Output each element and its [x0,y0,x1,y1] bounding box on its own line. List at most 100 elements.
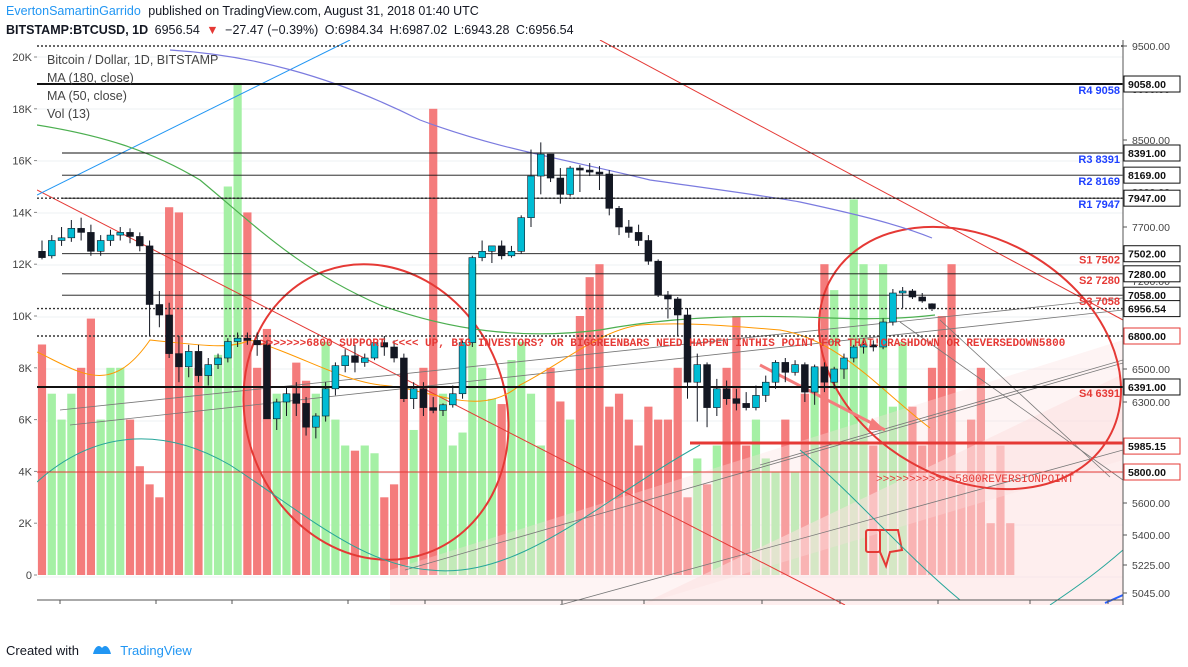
volume-bar [595,264,604,575]
volume-bar [429,108,438,576]
volume-bar [820,264,829,575]
tradingview-link[interactable]: TradingView [120,643,192,658]
volume-bar [184,367,193,575]
annotation-6800-support: >>>>>>>6800 SUPPORT <<<< UP, BIG INVESTO… [260,338,1065,350]
price-label-box [1123,327,1181,345]
candle-up [282,393,291,403]
candle-down [556,177,565,195]
price-label-box [1123,144,1181,162]
candle-down [625,226,633,233]
candle-down [400,357,408,400]
volume-bar [487,398,496,575]
candle-down [683,314,692,383]
candle-down [136,236,144,247]
candle-down [703,364,711,408]
price-label-box [1123,189,1181,207]
price-label-box [1123,245,1181,263]
candle-up [898,290,907,294]
price-label-box [1123,300,1181,318]
volume-bar [781,419,790,575]
volume-bar [86,318,96,575]
candle-down [928,303,936,309]
candle-down [820,366,829,383]
publish-info: published on TradingView.com, August 31,… [148,4,479,18]
volume-bar [155,497,164,575]
pivot-label: R2 8169 [1078,176,1120,188]
candle-down [380,342,389,348]
candle-down [497,245,506,257]
candle-up [889,292,897,323]
ohlc-high: H:6987.02 [389,23,448,37]
volume-bar [380,497,389,575]
volume-bar [878,264,888,575]
candle-down [194,351,203,376]
candle-up [507,251,516,257]
volume-bar [106,367,115,575]
candle-up [488,245,496,252]
volume-bar [937,316,946,575]
volume-bar [233,82,242,576]
volume-bar [204,367,213,575]
candle-up [840,357,848,370]
thumbs-down-icon [865,529,904,569]
price-tick: 5045.00 [1132,588,1170,600]
volume-bar [213,354,223,575]
candle-up [713,388,721,408]
volume-tick: 10K [12,311,32,323]
candle-up [850,346,858,359]
candle-up [341,355,349,366]
candle-down [722,388,731,399]
tradingview-logo-icon[interactable] [91,637,113,667]
candle-down [585,169,594,173]
last-price: 6956.54 [154,23,200,37]
price-tick: 6300.00 [1132,397,1170,409]
volume-bar [751,419,761,575]
price-tick: 7700.00 [1132,222,1170,234]
volume-bar [947,264,956,575]
volume-bar [683,497,692,575]
candle-down [165,314,173,354]
annotation-text: >>>>>>>6800 SUPPORT <<<< UP, BIG INVESTO… [260,338,1074,486]
candle-up [527,175,535,218]
candle-up [409,388,418,399]
candle-up [57,237,66,241]
candle-up [204,364,212,376]
candle-up [321,388,330,417]
price-tick: 9500.00 [1132,41,1170,53]
volume-bar [556,401,565,575]
price-label: 7280.00 [1128,269,1166,281]
time-axis[interactable]: Jun1119Jul923Aug1321Sep1018 [37,599,1123,605]
price-label: 8169.00 [1128,170,1166,182]
legend-ma180: MA (180, close) [47,71,134,85]
price-label: 6391.00 [1128,382,1166,394]
candle-down [253,340,261,346]
candle-down [742,403,750,408]
ohlc-close: C:6956.54 [515,23,574,37]
volume-bar [174,212,184,575]
candle-up [233,337,242,342]
volume-bar [693,458,702,575]
candle-down [664,294,672,300]
symbol-title[interactable]: BITSTAMP:BTCUSD, 1D [6,23,149,37]
volume-bar [468,264,477,575]
volume-bar [438,393,448,575]
price-label: 5800.00 [1128,467,1166,479]
candle-down [145,245,154,305]
volume-bar [419,367,428,575]
volume-bar [712,445,721,575]
candle-down [243,337,252,341]
candle-up [752,395,760,408]
volume-bar [37,344,47,575]
volume-bar [145,484,154,575]
candle-up [468,257,477,343]
price-axis[interactable]: 9500.009000.008500.008000.007700.007500.… [1122,40,1188,605]
volume-tick: 20K [12,52,32,64]
volume-bar [732,316,741,575]
author-link[interactable]: EvertonSamartinGarrido [6,4,141,18]
candle-down [732,398,741,404]
price-chart[interactable]: R4 9058 R3 8391 R2 8169 R1 7947 S1 7502 S2 72… [0,40,1188,605]
volume-bar [810,367,819,575]
price-label-box [1123,75,1181,93]
candle-up [449,393,457,406]
candle-up [830,368,838,383]
